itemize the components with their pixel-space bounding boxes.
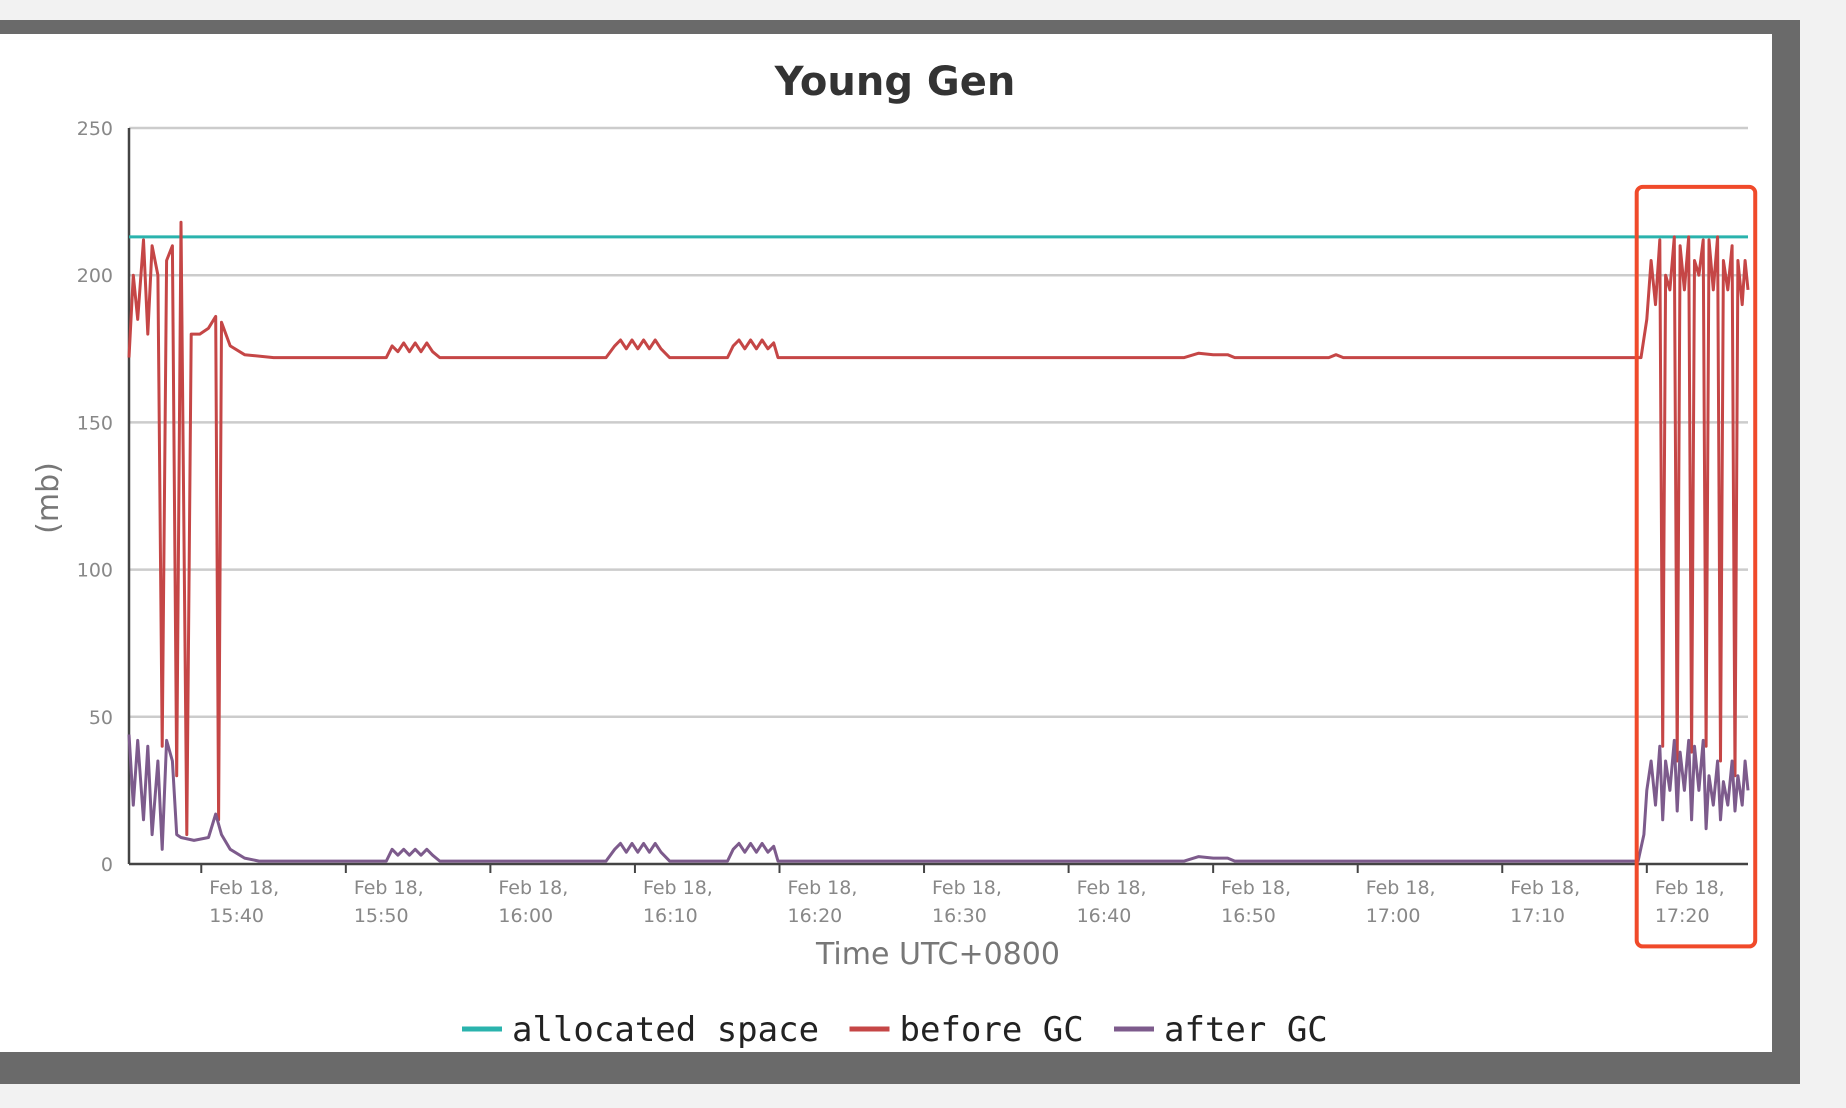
- series: [127, 220, 1750, 863]
- series-line-after-gc: [127, 734, 1750, 863]
- annotations: [1634, 184, 1758, 949]
- x-tick-time: 16:20: [787, 905, 842, 927]
- x-tick-time: 15:40: [209, 905, 264, 927]
- x-tick-time: 15:50: [354, 905, 409, 927]
- x-axis-title: Time UTC+0800: [815, 937, 1060, 972]
- legend-label: after GC: [1164, 1010, 1328, 1050]
- grid: [129, 126, 1748, 719]
- x-tick-date: Feb 18,: [1221, 877, 1291, 899]
- x-tick-date: Feb 18,: [1510, 877, 1580, 899]
- y-tick-label: 0: [101, 854, 113, 876]
- x-tick-date: Feb 18,: [1077, 877, 1147, 899]
- y-axis-title: (mb): [31, 462, 66, 534]
- x-tick-time: 17:00: [1366, 905, 1421, 927]
- y-tick-label: 100: [77, 560, 113, 582]
- labels: Young Gen Time UTC+0800 (mb) 0 50 100 150 20…: [31, 59, 1725, 972]
- x-tick-time: 17:20: [1655, 905, 1710, 927]
- legend-label: allocated space: [512, 1010, 819, 1050]
- x-tick-time: 16:50: [1221, 905, 1276, 927]
- x-tick-time: 17:10: [1510, 905, 1565, 927]
- x-tick-date: Feb 18,: [354, 877, 424, 899]
- x-tick-time: 16:10: [643, 905, 698, 927]
- y-tick-label: 200: [77, 265, 113, 287]
- x-tick-date: Feb 18,: [787, 877, 857, 899]
- highlight-box: [1634, 184, 1758, 949]
- series-line-before-gc: [127, 220, 1750, 837]
- x-tick-date: Feb 18,: [643, 877, 713, 899]
- x-tick-date: Feb 18,: [498, 877, 568, 899]
- x-tick-time: 16:40: [1077, 905, 1132, 927]
- y-tick-label: 50: [89, 707, 113, 729]
- x-tick-time: 16:00: [498, 905, 553, 927]
- axes: [127, 128, 1748, 873]
- legend: allocated space before GC after GC: [462, 1010, 1328, 1050]
- x-tick-date: Feb 18,: [209, 877, 279, 899]
- y-tick-label: 250: [77, 118, 113, 140]
- x-tick-date: Feb 18,: [932, 877, 1002, 899]
- y-tick-label: 150: [77, 412, 113, 434]
- x-tick-date: Feb 18,: [1655, 877, 1725, 899]
- x-tick-time: 16:30: [932, 905, 987, 927]
- chart-panel: [0, 34, 1772, 1052]
- chart-title: Young Gen: [774, 59, 1016, 105]
- legend-label: before GC: [900, 1010, 1084, 1050]
- x-tick-date: Feb 18,: [1366, 877, 1436, 899]
